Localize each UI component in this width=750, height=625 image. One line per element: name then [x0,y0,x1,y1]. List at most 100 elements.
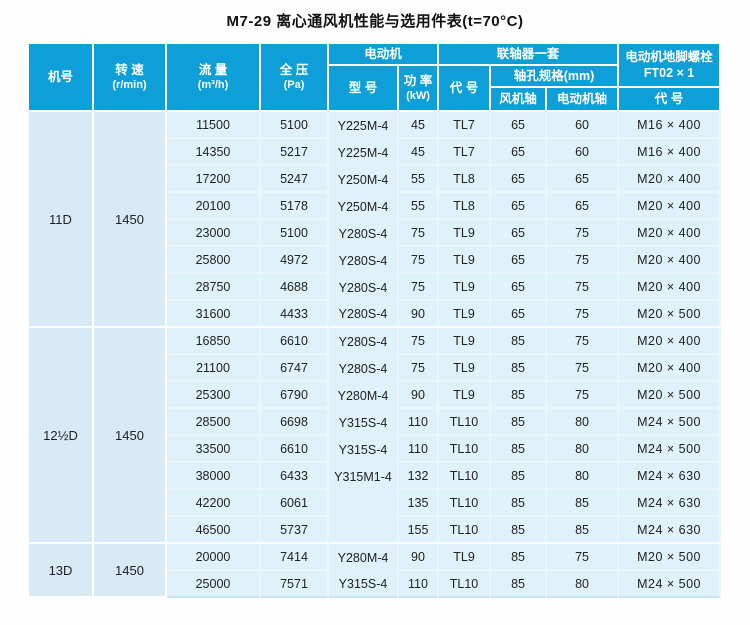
cell-motor-power: 75 [399,355,440,382]
cell-motor-model [329,517,399,544]
col-header-fan-shaft: 风机轴 [491,88,548,112]
cell-motor-model: Y315S-4 [329,571,399,598]
cell-coupling-code: TL8 [439,193,492,220]
cell-bolt-code: M20 × 500 [619,544,722,571]
cell-bolt-code: M24 × 500 [619,409,722,436]
cell-bolt-code: M20 × 400 [619,247,722,274]
cell-pressure: 5737 [261,517,329,544]
cell-fan-shaft: 85 [491,463,548,490]
cell-motor-model: Y225M-4 [329,139,399,166]
cell-flow: 25000 [167,571,261,598]
cell-flow: 31600 [167,301,261,328]
col-header-pressure-label: 全 压 [279,62,309,77]
cell-bolt-code: M24 × 500 [619,436,722,463]
table-row: 20100 5178 Y250M-4 55 TL8 65 65 M20 × 400 [29,193,722,220]
cell-motor-model: Y315M1-4 [329,463,399,490]
col-header-motor-shaft: 电动机轴 [547,88,620,112]
col-header-bolt-group-line2: FT02 × 1 [643,66,695,80]
cell-motor-model [329,490,399,517]
cell-flow: 23000 [167,220,261,247]
col-header-flow: 流 量 (m³/h) [167,44,261,112]
cell-motor-shaft: 75 [547,382,620,409]
cell-motor-shaft: 75 [547,220,620,247]
table-body: 11D 1450 11500 5100 Y225M-4 45 TL7 65 60 M16 × 40… [29,112,722,598]
col-header-speed: 转 速 (r/min) [94,44,167,112]
cell-speed: 1450 [94,328,167,544]
cell-motor-power: 135 [399,490,440,517]
header-row-3: 风机轴 电动机轴 代 号 [29,88,722,112]
cell-fan-shaft: 85 [491,490,548,517]
cell-motor-shaft: 75 [547,274,620,301]
cell-motor-shaft: 75 [547,301,620,328]
page-title: M7-29 离心通风机性能与选用件表(t=70°C) [226,13,524,30]
table-row: 12½D 1450 16850 6610 Y280S-4 75 TL9 85 75 M20 × 4… [29,328,722,544]
col-header-bolt-group: 电动机地脚螺栓 FT02 × 1 [619,44,722,88]
col-header-pressure-unit: (Pa) [283,78,305,91]
cell-coupling-code: TL7 [439,112,492,139]
cell-motor-model: Y280S-4 [329,301,399,328]
cell-motor-power: 90 [399,382,440,409]
cell-bolt-code: M20 × 500 [619,301,722,328]
col-header-pressure: 全 压 (Pa) [261,44,329,112]
cell-coupling-code: TL10 [439,436,492,463]
cell-bolt-code: M20 × 400 [619,166,722,193]
cell-bolt-code: M16 × 400 [619,112,722,139]
col-header-shaft-hole-spec: 轴孔规格(mm) [491,66,620,88]
cell-pressure: 6790 [261,382,329,409]
table-row: 11D 1450 11500 5100 Y225M-4 45 TL7 65 60 M16 × 40… [29,112,722,328]
table-row: 23000 5100 Y280S-4 75 TL9 65 75 M20 × 400 [29,220,722,247]
cell-flow: 28750 [167,274,261,301]
table-row: 21100 6747 Y280S-4 75 TL9 85 75 M20 × 400 [29,355,722,382]
table-row: 46500 5737 155 TL10 85 85 M24 × 630 [29,517,722,544]
cell-motor-model: Y280S-4 [329,247,399,274]
col-header-motor-power-unit: (kW) [406,89,430,102]
cell-motor-shaft: 65 [547,166,620,193]
cell-machine-no: 11D [29,112,94,328]
cell-coupling-code: TL9 [439,355,492,382]
cell-coupling-code: TL10 [439,571,492,598]
cell-motor-power: 75 [399,274,440,301]
cell-motor-shaft: 75 [547,328,620,355]
cell-pressure: 4972 [261,247,329,274]
cell-fan-shaft: 85 [491,355,548,382]
cell-fan-shaft: 65 [491,166,548,193]
cell-fan-shaft: 85 [491,328,548,355]
cell-coupling-code: TL7 [439,139,492,166]
cell-motor-power: 55 [399,166,440,193]
cell-flow: 17200 [167,166,261,193]
table-row: 25300 6790 Y280M-4 90 TL9 85 75 M20 × 500 [29,382,722,409]
cell-flow: 21100 [167,355,261,382]
cell-fan-shaft: 65 [491,139,548,166]
cell-coupling-code: TL9 [439,382,492,409]
cell-bolt-code: M20 × 400 [619,220,722,247]
cell-pressure: 4688 [261,274,329,301]
cell-fan-shaft: 85 [491,382,548,409]
cell-motor-model: Y280M-4 [329,544,399,571]
col-header-flow-unit: (m³/h) [197,78,229,91]
cell-bolt-code: M24 × 630 [619,490,722,517]
col-header-bolt-group-line1: 电动机地脚螺栓 [625,49,713,64]
cell-motor-power: 45 [399,112,440,139]
cell-motor-model: Y280S-4 [329,328,399,355]
cell-bolt-code: M20 × 400 [619,274,722,301]
cell-coupling-code: TL9 [439,247,492,274]
cell-motor-model: Y280S-4 [329,274,399,301]
cell-motor-power: 90 [399,301,440,328]
cell-motor-shaft: 65 [547,193,620,220]
cell-flow: 46500 [167,517,261,544]
cell-motor-model: Y315S-4 [329,409,399,436]
cell-coupling-code: TL9 [439,544,492,571]
cell-flow: 25800 [167,247,261,274]
cell-flow: 33500 [167,436,261,463]
cell-bolt-code: M24 × 500 [619,571,722,598]
cell-motor-power: 75 [399,220,440,247]
table-row: 31600 4433 Y280S-4 90 TL9 65 75 M20 × 500 [29,301,722,328]
cell-pressure: 6610 [261,436,329,463]
cell-coupling-code: TL9 [439,301,492,328]
cell-motor-model: Y280S-4 [329,220,399,247]
cell-flow: 11500 [167,112,261,139]
cell-coupling-code: TL9 [439,274,492,301]
header-row-2: 型 号 功 率 (kW) 代 号 轴孔规格(mm) [29,66,721,112]
cell-fan-shaft: 85 [491,571,548,598]
cell-motor-shaft: 85 [547,490,620,517]
